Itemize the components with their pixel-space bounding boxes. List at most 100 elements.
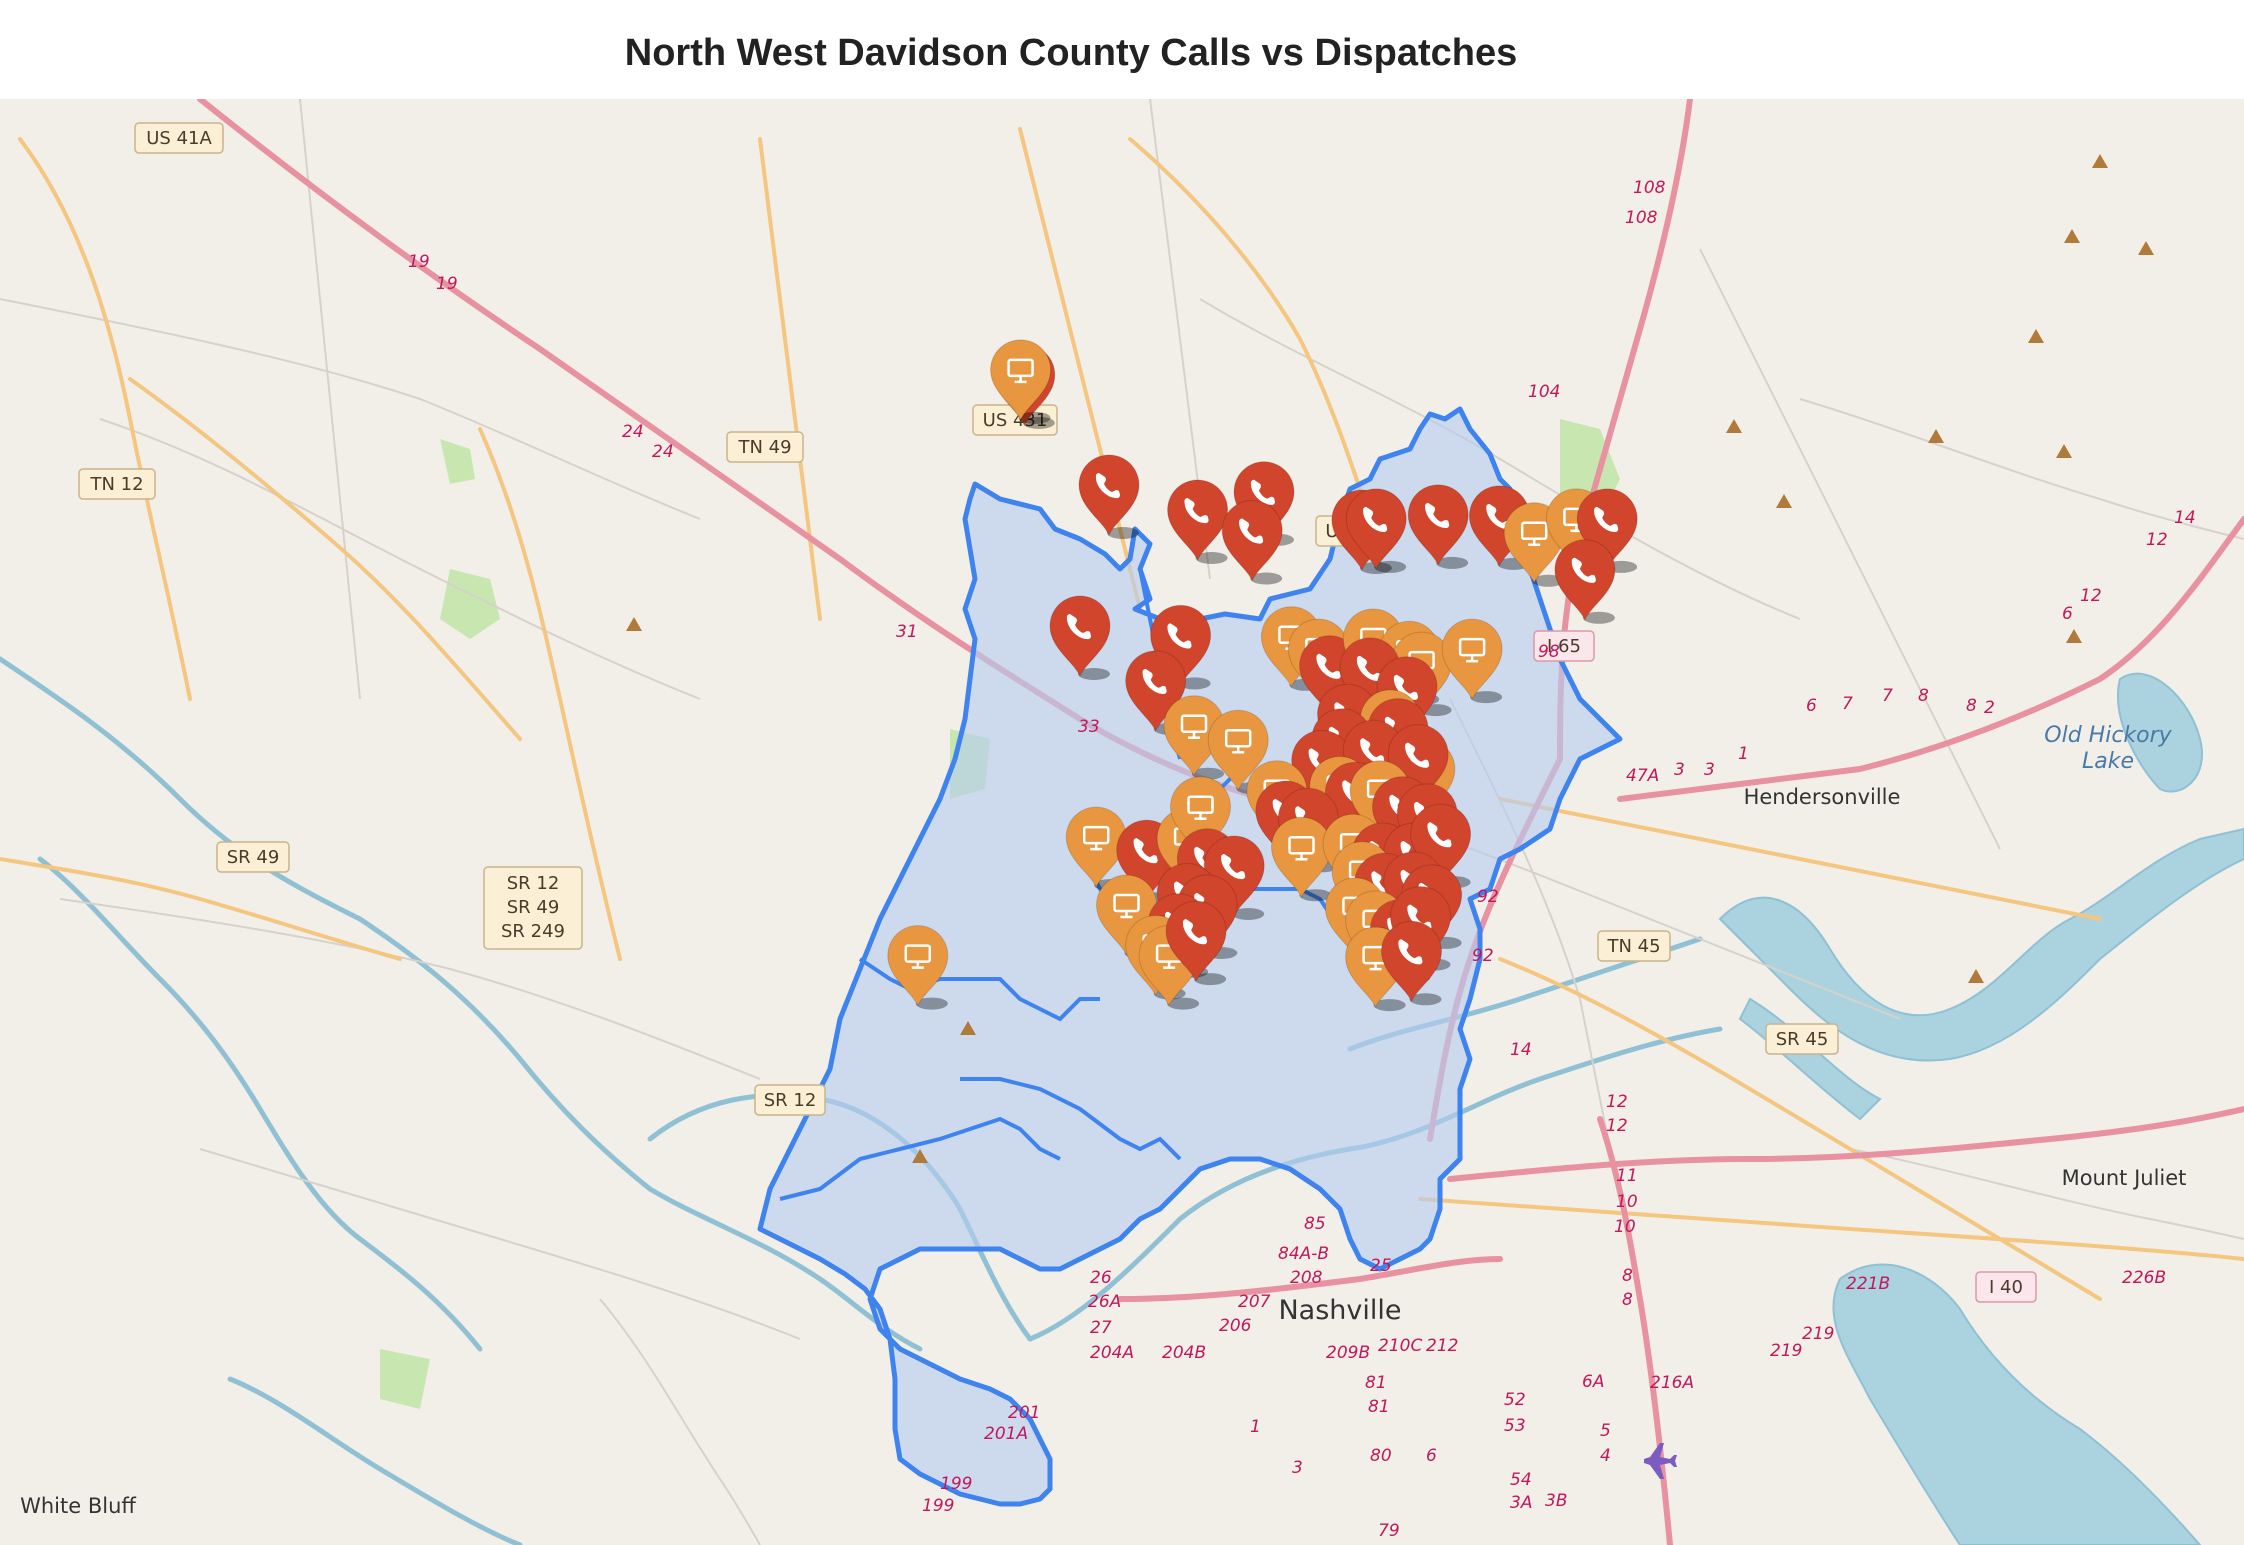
- peak-icons: [626, 154, 2154, 1163]
- monitor-icon: [1187, 795, 1214, 820]
- svg-text:26A: 26A: [1088, 1292, 1121, 1312]
- svg-text:219: 219: [1770, 1341, 1802, 1361]
- phone-icon: [1356, 655, 1381, 682]
- airport-icon: [1644, 1443, 1677, 1479]
- svg-text:206: 206: [1219, 1316, 1252, 1336]
- svg-text:92: 92: [1477, 887, 1499, 907]
- svg-text:6A: 6A: [1582, 1372, 1604, 1392]
- svg-text:3: 3: [1704, 760, 1715, 780]
- monitor-icon: [904, 944, 932, 969]
- phone-icon: [1425, 502, 1450, 529]
- svg-text:199: 199: [922, 1496, 954, 1516]
- call-marker[interactable]: [1078, 454, 1140, 539]
- svg-text:104: 104: [1528, 382, 1560, 402]
- exit-numbers: 19 19 24 24 31 33 108 108 104 98 92 92 8…: [408, 178, 2196, 1541]
- svg-text:210C: 210C: [1378, 1336, 1422, 1356]
- monitor-icon: [1113, 893, 1140, 919]
- svg-text:3: 3: [1674, 760, 1685, 780]
- page-title: North West Davidson County Calls vs Disp…: [624, 32, 1518, 74]
- phone-icon: [1393, 674, 1418, 700]
- phone-icon: [1066, 614, 1091, 640]
- call-marker[interactable]: [1407, 484, 1469, 569]
- secondary-roads: [0, 127, 2244, 1301]
- svg-text:199: 199: [940, 1474, 972, 1494]
- phone-icon: [1184, 498, 1209, 524]
- svg-text:221B: 221B: [1846, 1274, 1890, 1294]
- call-marker[interactable]: [1049, 595, 1111, 680]
- svg-text:47A: 47A: [1626, 766, 1659, 786]
- phone-icon: [1133, 838, 1158, 864]
- map-view[interactable]: US 41A TN 12 TN 49 US 431 US 41 I 65 SR …: [0, 99, 2244, 1545]
- svg-text:8: 8: [1966, 696, 1977, 716]
- call-marker[interactable]: [1165, 900, 1227, 986]
- marker-layer: [887, 339, 1638, 1012]
- svg-text:Old Hickory: Old Hickory: [2044, 723, 2172, 748]
- dispatch-marker[interactable]: [1270, 816, 1333, 902]
- svg-text:81: 81: [1368, 1397, 1390, 1417]
- call-marker[interactable]: [1167, 479, 1229, 564]
- call-marker[interactable]: [1380, 920, 1443, 1006]
- svg-text:12: 12: [2080, 586, 2102, 606]
- svg-text:SR 12: SR 12: [764, 1090, 817, 1111]
- monitor-icon: [1458, 637, 1486, 663]
- dispatch-marker[interactable]: [1207, 709, 1269, 795]
- phone-icon: [1182, 919, 1208, 945]
- svg-text:6: 6: [1426, 1446, 1437, 1466]
- svg-text:14: 14: [1510, 1040, 1532, 1060]
- svg-text:26: 26: [1090, 1268, 1112, 1288]
- svg-text:81: 81: [1365, 1373, 1387, 1393]
- monitor-icon: [1288, 835, 1315, 861]
- monitor-icon: [1082, 825, 1110, 851]
- svg-text:27: 27: [1090, 1318, 1112, 1338]
- svg-text:I 65: I 65: [1547, 636, 1581, 657]
- svg-text:10: 10: [1614, 1217, 1636, 1237]
- svg-text:8: 8: [1918, 686, 1929, 706]
- svg-text:208: 208: [1290, 1268, 1323, 1288]
- phone-icon: [1363, 506, 1388, 533]
- svg-text:TN 45: TN 45: [1606, 936, 1660, 957]
- svg-text:3A: 3A: [1510, 1493, 1532, 1513]
- svg-text:SR 249: SR 249: [501, 921, 565, 942]
- call-marker[interactable]: [1554, 539, 1616, 624]
- svg-text:24: 24: [622, 422, 644, 442]
- call-marker[interactable]: [1221, 500, 1283, 585]
- svg-text:19: 19: [408, 252, 430, 272]
- svg-text:54: 54: [1510, 1470, 1532, 1490]
- phone-icon: [1398, 939, 1423, 965]
- svg-text:White Bluff: White Bluff: [20, 1494, 136, 1518]
- svg-text:Nashville: Nashville: [1278, 1295, 1401, 1326]
- svg-text:19: 19: [436, 274, 458, 294]
- phone-icon: [1407, 904, 1432, 930]
- svg-text:204A: 204A: [1090, 1343, 1134, 1363]
- monitor-icon: [1224, 728, 1252, 754]
- svg-text:209B: 209B: [1326, 1343, 1370, 1363]
- phone-icon: [1427, 822, 1452, 848]
- svg-text:SR 12: SR 12: [507, 873, 560, 894]
- phone-icon: [1142, 668, 1167, 695]
- svg-text:108: 108: [1625, 208, 1658, 228]
- phone-icon: [1571, 557, 1596, 583]
- svg-text:1: 1: [1250, 1417, 1261, 1437]
- svg-text:TN 49: TN 49: [737, 437, 791, 458]
- phone-icon: [1486, 503, 1511, 530]
- call-marker[interactable]: [1345, 488, 1407, 573]
- svg-text:SR 49: SR 49: [227, 847, 280, 868]
- svg-text:US 41A: US 41A: [146, 128, 212, 149]
- dispatch-marker[interactable]: [1441, 618, 1503, 704]
- svg-text:Hendersonville: Hendersonville: [1744, 785, 1901, 809]
- svg-text:92: 92: [1472, 946, 1494, 966]
- svg-text:5: 5: [1600, 1421, 1611, 1441]
- svg-text:204B: 204B: [1162, 1343, 1206, 1363]
- dispatch-marker[interactable]: [990, 339, 1052, 424]
- svg-text:12: 12: [1606, 1116, 1628, 1136]
- svg-text:12: 12: [2146, 530, 2168, 550]
- svg-text:3: 3: [1292, 1458, 1303, 1478]
- svg-text:207: 207: [1238, 1292, 1271, 1312]
- svg-text:25: 25: [1370, 1256, 1392, 1276]
- svg-text:80: 80: [1370, 1446, 1392, 1466]
- svg-text:SR 49: SR 49: [507, 897, 560, 918]
- dispatch-marker[interactable]: [887, 925, 949, 1010]
- svg-text:52: 52: [1504, 1390, 1526, 1410]
- svg-text:98: 98: [1538, 642, 1560, 662]
- svg-text:11: 11: [1616, 1166, 1638, 1186]
